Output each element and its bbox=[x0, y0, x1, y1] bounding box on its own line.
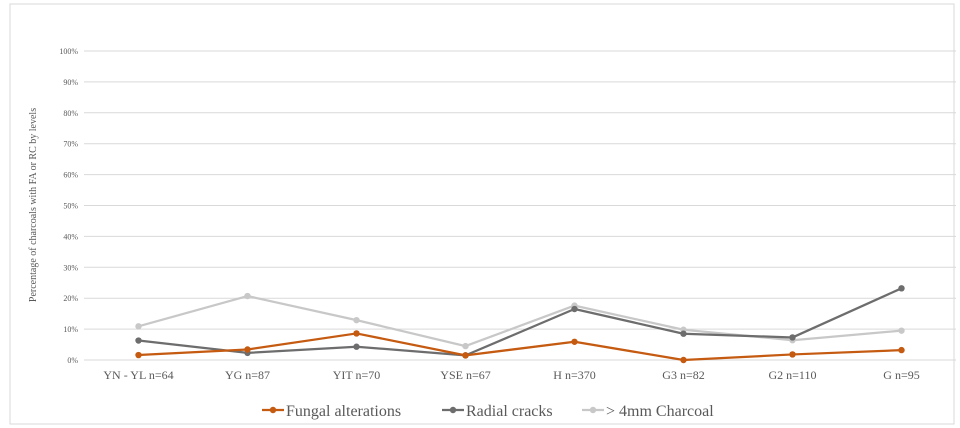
legend-item: Radial cracks bbox=[442, 403, 553, 420]
y-tick-label: 80% bbox=[63, 109, 78, 118]
legend-label: Fungal alterations bbox=[286, 403, 401, 420]
series-lines bbox=[135, 285, 905, 364]
x-tick-label: G n=95 bbox=[883, 368, 919, 382]
data-point bbox=[898, 285, 905, 292]
y-axis-label: Percentage of charcoals with FA or RC by… bbox=[28, 108, 39, 302]
y-tick-label: 70% bbox=[63, 140, 78, 149]
legend-swatch-marker bbox=[269, 406, 277, 414]
chart-border bbox=[9, 3, 955, 425]
y-tick-label: 40% bbox=[63, 232, 78, 241]
data-point bbox=[353, 330, 360, 337]
data-point bbox=[680, 330, 687, 337]
data-point bbox=[571, 338, 578, 345]
data-point bbox=[898, 327, 905, 334]
data-point bbox=[898, 346, 905, 354]
data-point bbox=[135, 323, 142, 330]
data-point bbox=[244, 346, 251, 353]
data-point bbox=[244, 292, 251, 300]
y-tick-labels: 0% 10% 20% 30% 40% 50% 60% 70% 80% 90% 100% bbox=[59, 47, 78, 365]
legend-label: Radial cracks bbox=[466, 403, 553, 420]
data-point bbox=[135, 337, 142, 344]
y-tick-label: 100% bbox=[59, 47, 78, 56]
x-tick-label: YN - YL n=64 bbox=[103, 368, 173, 382]
series-line bbox=[137, 294, 903, 348]
gridlines bbox=[84, 50, 956, 361]
data-point bbox=[462, 352, 469, 359]
x-tick-label: YG n=87 bbox=[225, 368, 270, 382]
x-tick-label: G2 n=110 bbox=[769, 368, 817, 382]
data-point bbox=[789, 351, 796, 358]
x-tick-label: H n=370 bbox=[553, 368, 595, 382]
y-tick-label: 30% bbox=[63, 263, 78, 272]
x-tick-label: YSE n=67 bbox=[440, 368, 490, 382]
legend: Fungal alterations Radial cracks > 4mm Cha… bbox=[262, 403, 714, 420]
y-tick-label: 50% bbox=[63, 202, 78, 211]
y-tick-label: 20% bbox=[63, 294, 78, 303]
x-tick-label: G3 n=82 bbox=[662, 368, 704, 382]
y-tick-label: 10% bbox=[63, 325, 78, 334]
legend-swatch-marker bbox=[589, 406, 597, 414]
data-point bbox=[353, 316, 360, 324]
data-point bbox=[789, 334, 796, 341]
data-point bbox=[353, 343, 360, 350]
y-tick-label: 60% bbox=[63, 171, 78, 180]
data-point bbox=[135, 351, 142, 359]
legend-swatch-marker bbox=[449, 406, 457, 414]
series-group bbox=[135, 330, 905, 364]
y-tick-label: 90% bbox=[63, 78, 78, 87]
data-point bbox=[462, 342, 469, 350]
x-tick-label: YIT n=70 bbox=[333, 368, 381, 382]
legend-item: Fungal alterations bbox=[262, 403, 401, 420]
data-point bbox=[680, 356, 687, 364]
series-line bbox=[137, 287, 903, 357]
legend-label: > 4mm Charcoal bbox=[606, 403, 714, 420]
data-point bbox=[571, 305, 578, 313]
y-tick-label: 0% bbox=[67, 356, 78, 365]
legend-item: > 4mm Charcoal bbox=[582, 403, 714, 420]
series-line bbox=[137, 332, 903, 362]
x-tick-labels: YN - YL n=64 YG n=87 YIT n=70 YSE n=67 H n=3… bbox=[103, 368, 919, 382]
